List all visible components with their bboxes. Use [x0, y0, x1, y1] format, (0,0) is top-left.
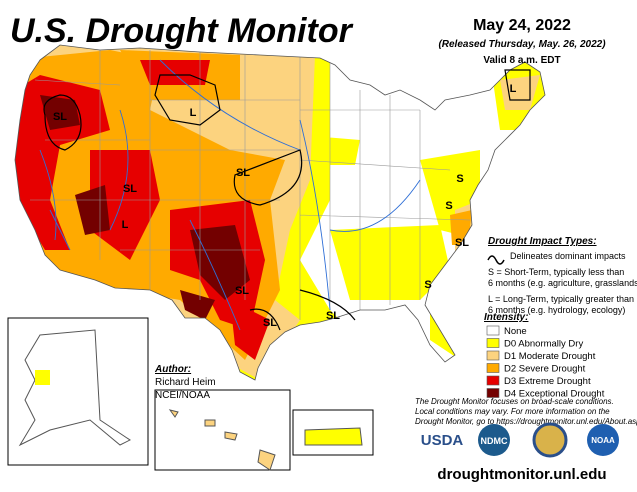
logo-ndmc: NDMC	[481, 436, 508, 446]
alaska-d0	[35, 370, 50, 385]
short-term: 6 months (e.g. agriculture, grasslands)	[488, 278, 637, 288]
logo-noaa: NOAA	[591, 436, 615, 445]
disclaimer: Local conditions may vary. For more info…	[415, 407, 610, 416]
conus-outline	[14, 44, 546, 381]
legend-swatch	[486, 388, 500, 398]
author-heading: Author:	[154, 364, 191, 375]
valid: Valid 8 a.m. EDT	[483, 55, 560, 66]
map-label: SL	[53, 111, 67, 123]
legend-label: D1 Moderate Drought	[504, 351, 596, 362]
logo-noaa-circle	[587, 424, 619, 456]
logo-commerce	[532, 422, 568, 458]
intensity-heading: Intensity:	[484, 312, 528, 323]
map-label: L	[190, 107, 197, 119]
legend-label: None	[504, 326, 527, 337]
impact-heading: Drought Impact Types:	[488, 236, 597, 247]
hawaii	[168, 409, 276, 471]
impact-line-icon	[487, 255, 505, 265]
legend-swatch	[486, 363, 500, 373]
legend-label: D2 Severe Drought	[504, 364, 586, 375]
map-label: S	[445, 200, 452, 212]
legend-swatch	[486, 350, 500, 361]
map-label: SL	[263, 317, 277, 329]
legend-label: D4 Exceptional Drought	[504, 389, 605, 400]
disclaimer: The Drought Monitor focuses on broad-sca…	[415, 397, 614, 406]
legend-swatch	[486, 338, 500, 348]
d4-area	[40, 95, 250, 320]
url[interactable]: droughtmonitor.unl.edu	[437, 466, 606, 483]
legend-label: D3 Extreme Drought	[504, 376, 591, 387]
logo-usda: USDA	[421, 432, 464, 449]
author-name: Richard Heim	[155, 377, 216, 388]
disclaimer: Drought Monitor, go to https://droughtmo…	[415, 417, 637, 426]
long-term: L = Long-Term, typically greater than	[488, 294, 634, 304]
map-label: SL	[235, 285, 249, 297]
map-label: SL	[236, 167, 250, 179]
title: U.S. Drought Monitor	[10, 12, 354, 50]
map-label: L	[122, 219, 129, 231]
map-label: SL	[326, 310, 340, 322]
date: May 24, 2022	[473, 17, 571, 34]
legend-swatch	[486, 375, 500, 386]
map-label: S	[456, 173, 463, 185]
map-label: SL	[123, 183, 137, 195]
legend-swatch	[486, 325, 500, 336]
impact-delineates: Delineates dominant impacts	[510, 251, 626, 261]
released: (Released Thursday, May. 26, 2022)	[438, 39, 606, 50]
long-term: 6 months (e.g. hydrology, ecology)	[488, 305, 625, 315]
author-org: NCEI/NOAA	[155, 390, 210, 401]
puerto-rico	[304, 427, 363, 446]
map-label: S	[424, 279, 431, 291]
logo-ndmc-circle	[478, 424, 510, 456]
map-label: SL	[455, 237, 469, 249]
short-term: S = Short-Term, typically less than	[488, 267, 624, 277]
map-label: L	[510, 83, 517, 95]
impact-lines	[43, 69, 531, 331]
legend-label: D0 Abnormally Dry	[504, 339, 583, 350]
